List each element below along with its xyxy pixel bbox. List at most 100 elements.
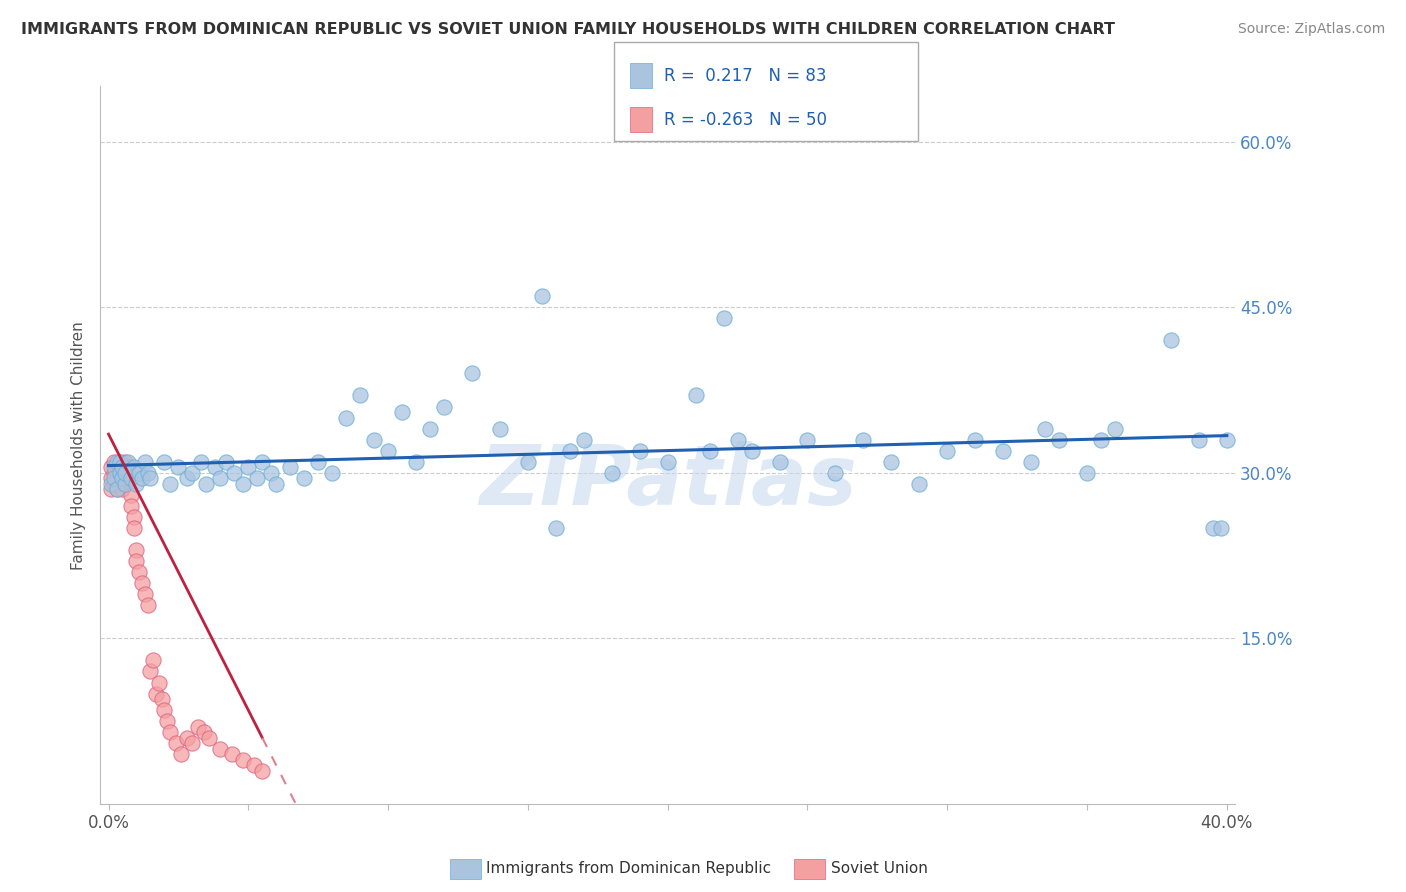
Point xyxy=(100,471,122,485)
Point xyxy=(238,460,260,475)
Point xyxy=(1202,521,1225,535)
Point xyxy=(122,510,145,524)
Point xyxy=(131,471,153,485)
Point xyxy=(699,443,721,458)
Point xyxy=(134,587,156,601)
Point xyxy=(195,476,218,491)
Point xyxy=(100,483,122,497)
Point xyxy=(142,653,165,667)
Point xyxy=(117,460,139,475)
Point xyxy=(117,471,139,485)
Point xyxy=(108,455,131,469)
Point xyxy=(377,443,399,458)
Point xyxy=(108,455,131,469)
Point xyxy=(159,725,181,739)
Point xyxy=(139,471,162,485)
Point xyxy=(150,692,173,706)
Point xyxy=(114,476,136,491)
Point xyxy=(965,433,987,447)
Point xyxy=(489,422,512,436)
Point xyxy=(153,455,176,469)
Point xyxy=(105,455,128,469)
Point xyxy=(768,455,790,469)
Point xyxy=(103,466,125,480)
Point xyxy=(1076,466,1098,480)
Point xyxy=(1033,422,1056,436)
Point xyxy=(307,455,329,469)
Point xyxy=(363,433,385,447)
Point xyxy=(136,466,159,480)
Text: IMMIGRANTS FROM DOMINICAN REPUBLIC VS SOVIET UNION FAMILY HOUSEHOLDS WITH CHILDR: IMMIGRANTS FROM DOMINICAN REPUBLIC VS SO… xyxy=(21,22,1115,37)
Point xyxy=(103,460,125,475)
Point xyxy=(1047,433,1070,447)
Point xyxy=(321,466,343,480)
Point xyxy=(232,753,254,767)
Point xyxy=(114,455,136,469)
Point xyxy=(852,433,875,447)
Point xyxy=(936,443,959,458)
Point xyxy=(167,460,190,475)
Text: Soviet Union: Soviet Union xyxy=(831,862,928,876)
Point xyxy=(125,554,148,568)
Point xyxy=(120,471,142,485)
Point xyxy=(391,405,413,419)
Point xyxy=(572,433,595,447)
Point xyxy=(148,675,170,690)
Point xyxy=(1188,433,1211,447)
Point xyxy=(111,460,134,475)
Point xyxy=(243,758,266,772)
Point xyxy=(991,443,1014,458)
Text: R =  0.217   N = 83: R = 0.217 N = 83 xyxy=(664,67,827,85)
Point xyxy=(419,422,441,436)
Point xyxy=(880,455,903,469)
Point xyxy=(193,725,215,739)
Point xyxy=(120,499,142,513)
Point xyxy=(215,455,238,469)
Point xyxy=(128,565,150,579)
Point xyxy=(1211,521,1233,535)
Point xyxy=(139,665,162,679)
Point xyxy=(170,747,193,762)
Point xyxy=(1160,333,1182,347)
Text: Immigrants from Dominican Republic: Immigrants from Dominican Republic xyxy=(486,862,772,876)
Point xyxy=(232,476,254,491)
Point xyxy=(190,455,212,469)
Point xyxy=(252,764,274,778)
Text: R = -0.263   N = 50: R = -0.263 N = 50 xyxy=(664,111,827,128)
Point xyxy=(103,471,125,485)
Point xyxy=(125,476,148,491)
Point xyxy=(221,747,243,762)
Point xyxy=(111,471,134,485)
Point xyxy=(105,460,128,475)
Point xyxy=(204,460,226,475)
Point xyxy=(824,466,846,480)
Point xyxy=(103,455,125,469)
Point xyxy=(796,433,818,447)
Point xyxy=(264,476,287,491)
Point xyxy=(159,476,181,491)
Point xyxy=(181,466,204,480)
Point xyxy=(114,476,136,491)
Point xyxy=(108,476,131,491)
Point xyxy=(176,731,198,745)
Point xyxy=(114,466,136,480)
Point xyxy=(153,703,176,717)
Point xyxy=(292,471,315,485)
Point xyxy=(111,460,134,475)
Point xyxy=(727,433,749,447)
Text: ZIPatlas: ZIPatlas xyxy=(478,441,856,522)
Point xyxy=(224,466,246,480)
Point xyxy=(908,476,931,491)
Point xyxy=(246,471,269,485)
Point xyxy=(657,455,679,469)
Point xyxy=(600,466,623,480)
Point xyxy=(278,460,301,475)
Point xyxy=(1104,422,1126,436)
Point xyxy=(433,400,456,414)
Text: Source: ZipAtlas.com: Source: ZipAtlas.com xyxy=(1237,22,1385,37)
Point xyxy=(335,410,357,425)
Point xyxy=(120,488,142,502)
Point xyxy=(187,720,209,734)
Point xyxy=(122,460,145,475)
Point xyxy=(198,731,221,745)
